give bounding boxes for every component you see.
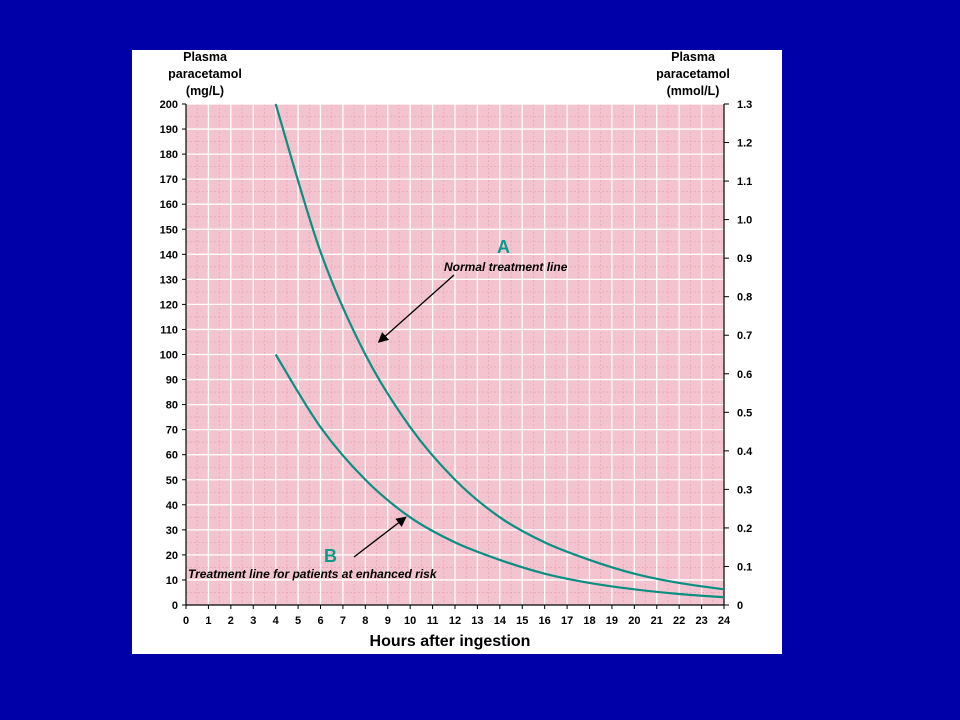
series-b-arrow <box>353 516 407 558</box>
y2-tick-label: 0 <box>737 600 743 612</box>
series-line-a <box>274 103 725 591</box>
x-tick-label: 19 <box>606 615 618 627</box>
y2-tick-label: 1.0 <box>737 215 752 227</box>
y2-tick-label: 0.6 <box>737 369 752 381</box>
x-tick-label: 8 <box>362 615 368 627</box>
y-tick-label: 120 <box>160 299 178 311</box>
series-b-label: Treatment line for patients at enhanced … <box>188 567 438 581</box>
x-axis-title: Hours after ingestion <box>370 633 531 650</box>
curves <box>274 103 725 599</box>
x-tick-label: 1 <box>205 615 211 627</box>
x-tick-label: 20 <box>628 615 640 627</box>
y-tick-label: 50 <box>166 475 178 487</box>
y-tick-label: 150 <box>160 224 178 236</box>
x-tick-label: 17 <box>561 615 573 627</box>
series-a-tag: A <box>497 237 510 257</box>
y-tick-label: 190 <box>160 124 178 136</box>
y-tick-label: 70 <box>166 425 178 437</box>
y-tick-label: 160 <box>160 199 178 211</box>
grid <box>185 103 725 606</box>
x-tick-label: 3 <box>250 615 256 627</box>
left-axis-title-line-3: (mg/L) <box>186 84 224 98</box>
y2-tick-label: 1.3 <box>737 99 752 111</box>
x-tick-label: 12 <box>449 615 461 627</box>
y2-tick-label: 0.7 <box>737 330 752 342</box>
y-tick-label: 140 <box>160 249 178 261</box>
y-tick-label: 130 <box>160 274 178 286</box>
x-tick-label: 10 <box>404 615 416 627</box>
y2-tick-label: 0.4 <box>737 446 753 458</box>
left-axis-title-line-2: paracetamol <box>168 67 242 81</box>
x-tick-label: 0 <box>183 615 189 627</box>
y2-tick-label: 0.2 <box>737 523 752 535</box>
x-tick-label: 2 <box>228 615 234 627</box>
right-axis-title-line-2: paracetamol <box>656 67 730 81</box>
y2-tick-label: 0.5 <box>737 407 752 419</box>
x-tick-label: 22 <box>673 615 685 627</box>
y2-tick-label: 0.9 <box>737 253 752 265</box>
x-tick-label: 5 <box>295 615 301 627</box>
left-axis-title-line-1: Plasma <box>183 50 228 64</box>
chart-panel: 0 10 20 30 40 50 60 70 80 90 100 110 120 130 140 150 160… <box>132 50 782 654</box>
x-tick-label: 9 <box>385 615 391 627</box>
y2-tick-label: 0.1 <box>737 561 752 573</box>
series-a-label: Normal treatment line <box>444 260 568 274</box>
series-line-b <box>274 353 725 599</box>
x-tick-label: 18 <box>583 615 595 627</box>
x-tick-label: 16 <box>539 615 551 627</box>
y-tick-label: 90 <box>166 375 178 387</box>
x-tick-label: 15 <box>516 615 528 627</box>
y-tick-label: 100 <box>160 350 178 362</box>
y2-tick-label: 0.8 <box>737 292 752 304</box>
right-axis-title-line-3: (mmol/L) <box>667 84 720 98</box>
y2-tick-label: 0.3 <box>737 484 752 496</box>
x-tick-label: 6 <box>317 615 323 627</box>
x-tick-label: 14 <box>494 615 507 627</box>
series-a-arrow <box>377 274 455 343</box>
y-tick-label: 40 <box>166 500 178 512</box>
y-tick-label: 20 <box>166 550 178 562</box>
x-tick-label: 24 <box>718 615 731 627</box>
paracetamol-nomogram-chart: 0102030405060708090100110120130140150160… <box>160 50 754 650</box>
y-tick-label: 60 <box>166 450 178 462</box>
y-tick-label: 30 <box>166 525 178 537</box>
x-tick-label: 11 <box>427 615 439 627</box>
y-tick-label: 110 <box>160 324 178 336</box>
x-tick-label: 7 <box>340 615 346 627</box>
series-b-tag: B <box>324 546 337 566</box>
y-tick-label: 180 <box>160 149 178 161</box>
x-tick-label: 13 <box>471 615 483 627</box>
y2-tick-label: 1.2 <box>737 138 752 150</box>
y-tick-label: 200 <box>160 99 178 111</box>
x-tick-label: 4 <box>273 615 280 627</box>
y2-tick-label: 1.1 <box>737 176 752 188</box>
y-tick-label: 80 <box>166 400 178 412</box>
x-tick-label: 21 <box>651 615 663 627</box>
x-tick-label: 23 <box>695 615 707 627</box>
right-axis-title-line-1: Plasma <box>671 50 716 64</box>
y-tick-label: 0 <box>172 600 178 612</box>
y-tick-label: 170 <box>160 174 178 186</box>
axes: 0102030405060708090100110120130140150160… <box>160 99 754 627</box>
y-tick-label: 10 <box>166 575 178 587</box>
